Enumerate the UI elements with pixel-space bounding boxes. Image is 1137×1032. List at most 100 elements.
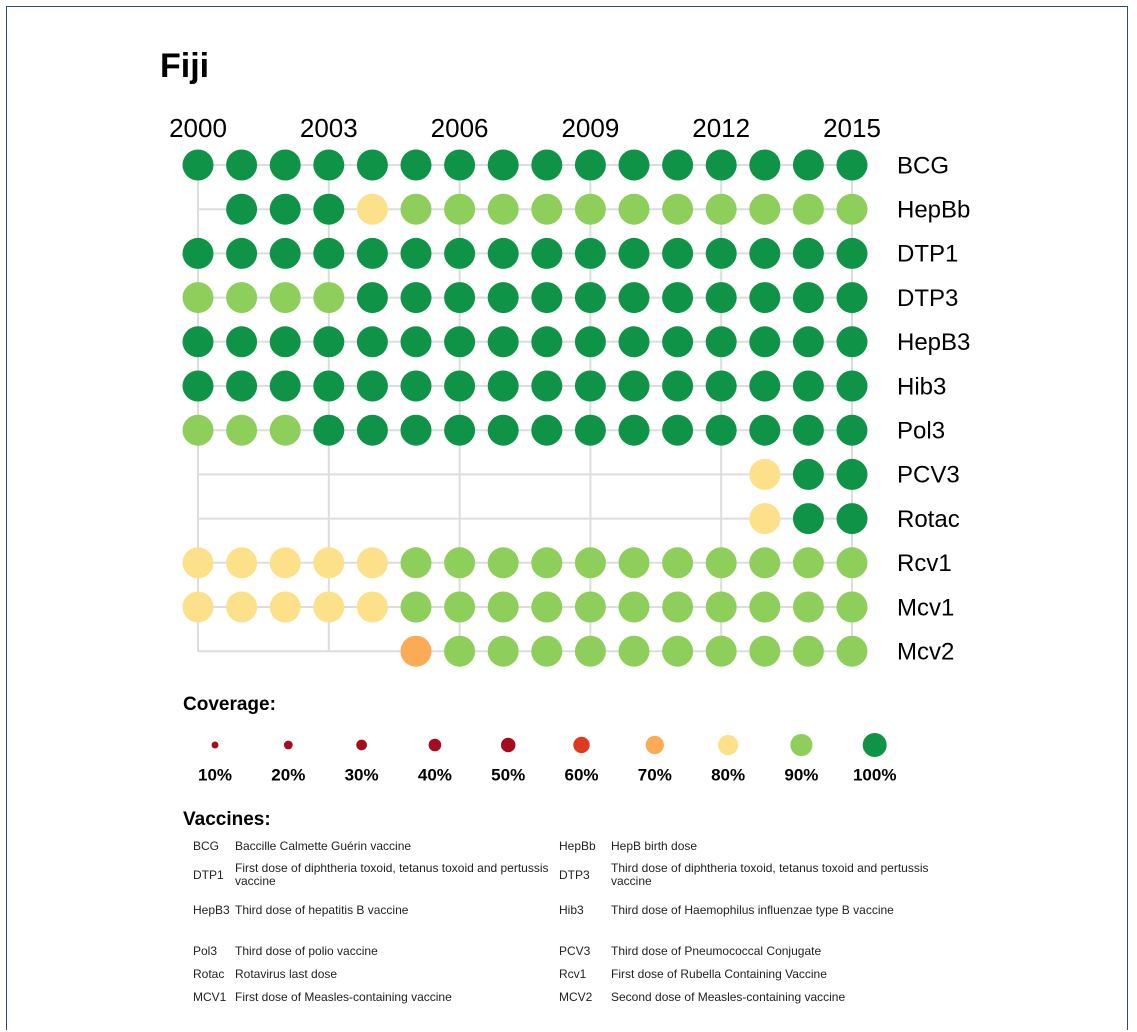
dot [836,635,868,667]
dot [792,458,824,490]
dot [749,237,781,269]
dot [749,326,781,358]
row-label: Pol3 [897,418,945,445]
dot [574,591,606,623]
glossary-code: BCG [193,839,220,853]
dot [226,282,258,314]
legend-dot [356,739,367,751]
dot [400,193,432,225]
dot [400,326,432,358]
dot [792,282,824,314]
legend-label: 70% [638,765,672,784]
dot [792,326,824,358]
glossary-code: HepB3 [193,903,230,917]
dot [444,547,476,579]
x-tick-label: 2015 [823,113,881,143]
dot [400,370,432,402]
dot [400,547,432,579]
x-tick-label: 2000 [169,113,227,143]
glossary-description: Third dose of Haemophilus influenzae typ… [611,903,894,917]
dot [662,326,694,358]
dot [574,547,606,579]
glossary-item: BCG Baccille Calmette Guérin vaccine [193,840,555,853]
dot [836,458,868,490]
dot [792,591,824,623]
dot [182,414,214,446]
dot [226,193,258,225]
dot [356,414,388,446]
dot [792,503,824,535]
dot [705,591,737,623]
dot [356,282,388,314]
dot [705,414,737,446]
dot [836,149,868,181]
dot [444,237,476,269]
dot [531,547,563,579]
dot [356,237,388,269]
dot [487,237,519,269]
dot [487,635,519,667]
dot [705,635,737,667]
dot [444,591,476,623]
dot [662,282,694,314]
grid [197,164,853,653]
dot [182,547,214,579]
row-label: Hib3 [897,373,946,400]
glossary-description: Third dose of hepatitis B vaccine [235,903,409,917]
legend-dot [428,738,442,752]
dot [313,414,345,446]
glossary-description: First dose of diphtheria toxoid, tetanus… [235,861,549,888]
dot [226,414,258,446]
legend-label: 30% [345,765,379,784]
dot [269,370,301,402]
x-tick-label: 2009 [561,113,619,143]
dot [836,414,868,446]
dot [269,547,301,579]
dot [487,547,519,579]
dot [182,237,214,269]
frame [6,6,1128,1030]
dot [182,149,214,181]
dot [618,547,650,579]
dot [531,370,563,402]
glossary-code: Hib3 [559,903,584,917]
dot [705,193,737,225]
dot [487,149,519,181]
legend-label: 60% [564,765,598,784]
dot [836,237,868,269]
dot [836,591,868,623]
glossary-item: DTP3 Third dose of diphtheria toxoid, tet… [559,862,931,888]
dot [487,193,519,225]
dot [269,237,301,269]
dot [269,414,301,446]
dot [618,193,650,225]
dot [618,326,650,358]
dot [574,149,606,181]
dot [618,370,650,402]
dot [400,282,432,314]
dot [792,635,824,667]
dot [444,149,476,181]
dot [226,370,258,402]
dot [313,591,345,623]
dot [618,282,650,314]
dot [269,149,301,181]
dot [531,591,563,623]
dot [662,237,694,269]
row-label: HepBb [897,197,970,224]
legend-label: 20% [271,765,305,784]
dot [487,326,519,358]
glossary-item: MCV2 Second dose of Measles-containing va… [559,991,931,1004]
x-tick-label: 2003 [300,113,358,143]
glossary-item: HepBb HepB birth dose [559,840,931,853]
dot [400,591,432,623]
dot [836,370,868,402]
glossary-code: Pol3 [193,944,218,958]
dot [269,591,301,623]
dot [792,370,824,402]
glossary-description: HepB birth dose [611,839,698,853]
dot [531,326,563,358]
glossary-item: Pol3 Third dose of polio vaccine [193,945,555,958]
glossary-code: MCV1 [193,990,227,1004]
